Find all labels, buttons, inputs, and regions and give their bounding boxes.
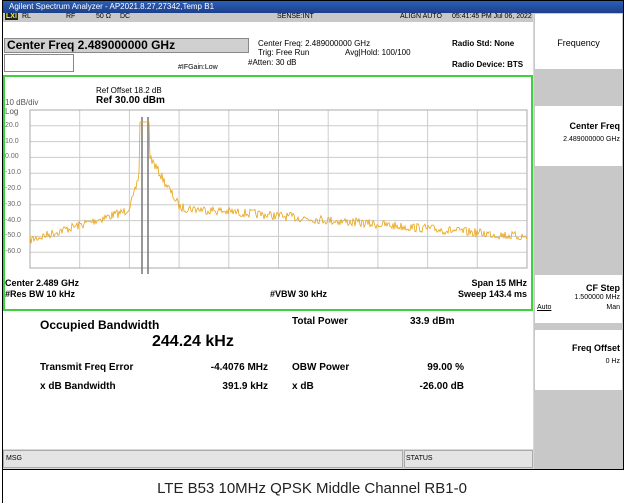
total-power-value: 33.9 dBm — [410, 316, 455, 327]
tfe-value: -4.4076 MHz — [210, 362, 268, 373]
y-label: 20.0 — [5, 121, 19, 129]
rf: RF — [66, 13, 76, 20]
sweep: Sweep 143.4 ms — [457, 289, 527, 299]
caption: LTE B53 10MHz QPSK Middle Channel RB1-0 — [157, 480, 467, 497]
softkey-label: Center Freq — [569, 121, 620, 131]
y-label: -50.0 — [5, 232, 21, 240]
graticule — [29, 109, 528, 269]
y-label: -20.0 — [5, 185, 21, 192]
center-freq-info: Center Freq: 2.489000000 GHz — [258, 39, 371, 48]
softkey-value: 2.489000000 GHz — [563, 136, 620, 143]
softkey-auto: Auto — [537, 304, 552, 311]
y-label: -30.0 — [5, 200, 21, 208]
status-box — [404, 450, 533, 468]
obw-power-label: OBW Power — [292, 362, 350, 373]
scale: 10 dB/div — [5, 98, 39, 107]
y-label: -40.0 — [5, 216, 21, 224]
xdb-value: -26.00 dB — [419, 381, 464, 392]
entry-box — [4, 54, 74, 72]
total-power-label: Total Power — [292, 316, 348, 327]
align: ALIGN AUTO — [400, 13, 442, 20]
radio-device: Radio Device: BTS — [452, 60, 524, 69]
title-bar: Agilent Spectrum Analyzer - AP2021.8.27,… — [3, 1, 623, 13]
status-row — [3, 13, 533, 22]
ref-offset: Ref Offset 18.2 dB — [96, 86, 162, 95]
y-label: -10.0 — [5, 169, 21, 177]
center-freq-box: Center Freq 2.489000000 GHz — [4, 38, 249, 53]
avg-hold: Avg|Hold: 100/100 — [345, 48, 411, 57]
softkey-value: 0 Hz — [605, 358, 620, 365]
softkey-center-freq[interactable] — [535, 106, 622, 166]
msg: MSG — [6, 455, 22, 462]
softkey-label: Freq Offset — [571, 343, 620, 353]
radio-std: Radio Std: None — [452, 39, 515, 48]
xdb-bw-value: 391.9 kHz — [222, 381, 268, 392]
if-gain: #IFGain:Low — [178, 64, 218, 71]
vbw: #VBW 30 kHz — [270, 289, 328, 299]
y-label: 10.0 — [5, 137, 19, 145]
softkey-panel — [534, 13, 623, 469]
xdb-bw-label: x dB Bandwidth — [40, 381, 116, 392]
coupling: DC — [120, 13, 131, 20]
impedance: 50 Ω — [96, 13, 111, 20]
softkey-menu: Frequency — [535, 14, 622, 69]
grid — [30, 110, 527, 268]
res-bw: #Res BW 10 kHz — [5, 289, 76, 299]
trace — [29, 121, 528, 244]
rl: RL — [22, 13, 31, 20]
softkey-value: 1.500000 MHz — [574, 294, 620, 301]
ref-level: Ref 30.00 dBm — [96, 95, 165, 106]
time: 05:41:45 PM Jul 06, 2022 — [452, 13, 532, 20]
results — [3, 311, 533, 449]
softkey-freq-offset[interactable] — [535, 330, 622, 390]
xdb-label: x dB — [292, 381, 314, 392]
graph-frame — [3, 75, 533, 311]
msg-bar — [3, 450, 403, 468]
tfe-label: Transmit Freq Error — [40, 362, 134, 373]
y-label: -60.0 — [5, 248, 21, 256]
trig: Trig: Free Run — [258, 48, 310, 57]
y-label: 0.00 — [5, 153, 19, 161]
obw-title: Occupied Bandwidth — [40, 318, 160, 332]
softkey-label: CF Step — [585, 283, 620, 293]
sense: SENSE:INT — [277, 13, 314, 20]
softkey-man: Man — [606, 304, 620, 311]
span: Span 15 MHz — [471, 278, 527, 288]
obw-power-value: 99.00 % — [427, 362, 464, 373]
atten: #Atten: 30 dB — [248, 58, 297, 67]
status: STATUS — [406, 455, 433, 462]
center: Center 2.489 GHz — [5, 278, 80, 288]
lxi: LXI — [5, 13, 18, 20]
scale-type: Log — [5, 107, 19, 116]
softkey-cf-step[interactable] — [535, 275, 622, 323]
obw-value: 244.24 kHz — [152, 333, 234, 350]
